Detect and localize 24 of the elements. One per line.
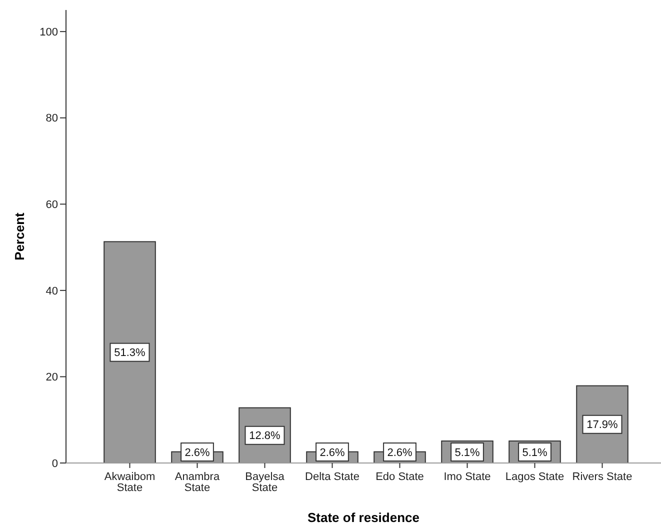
x-tick-label: Imo State [444, 471, 491, 483]
x-tick-label: Lagos State [505, 471, 564, 483]
y-tick-label: 60 [46, 198, 58, 211]
x-axis-title: State of residence [308, 510, 420, 525]
y-axis-title: Percent [12, 212, 27, 260]
data-label: 51.3% [114, 347, 146, 360]
data-label: 2.6% [320, 446, 345, 459]
x-tick-label: Delta State [305, 471, 360, 483]
y-tick-label: 40 [46, 285, 58, 298]
data-label: 2.6% [184, 446, 210, 459]
data-label: 5.1% [454, 446, 480, 459]
data-label: 2.6% [387, 446, 412, 459]
y-tick-label: 80 [46, 112, 58, 125]
x-tick-label: Anambra State [174, 471, 220, 494]
x-tick-label: Rivers State [572, 471, 632, 483]
y-tick-label: 100 [40, 26, 58, 38]
y-tick-label: 0 [52, 458, 58, 470]
y-tick-label: 20 [46, 372, 58, 384]
x-tick-label: Edo State [376, 471, 424, 483]
data-label: 5.1% [522, 446, 548, 459]
data-label: 17.9% [586, 419, 618, 432]
data-label: 12.8% [249, 430, 281, 442]
x-tick-label: Akwaibom State [104, 471, 156, 494]
x-tick-label: Bayelsa State [245, 471, 286, 494]
